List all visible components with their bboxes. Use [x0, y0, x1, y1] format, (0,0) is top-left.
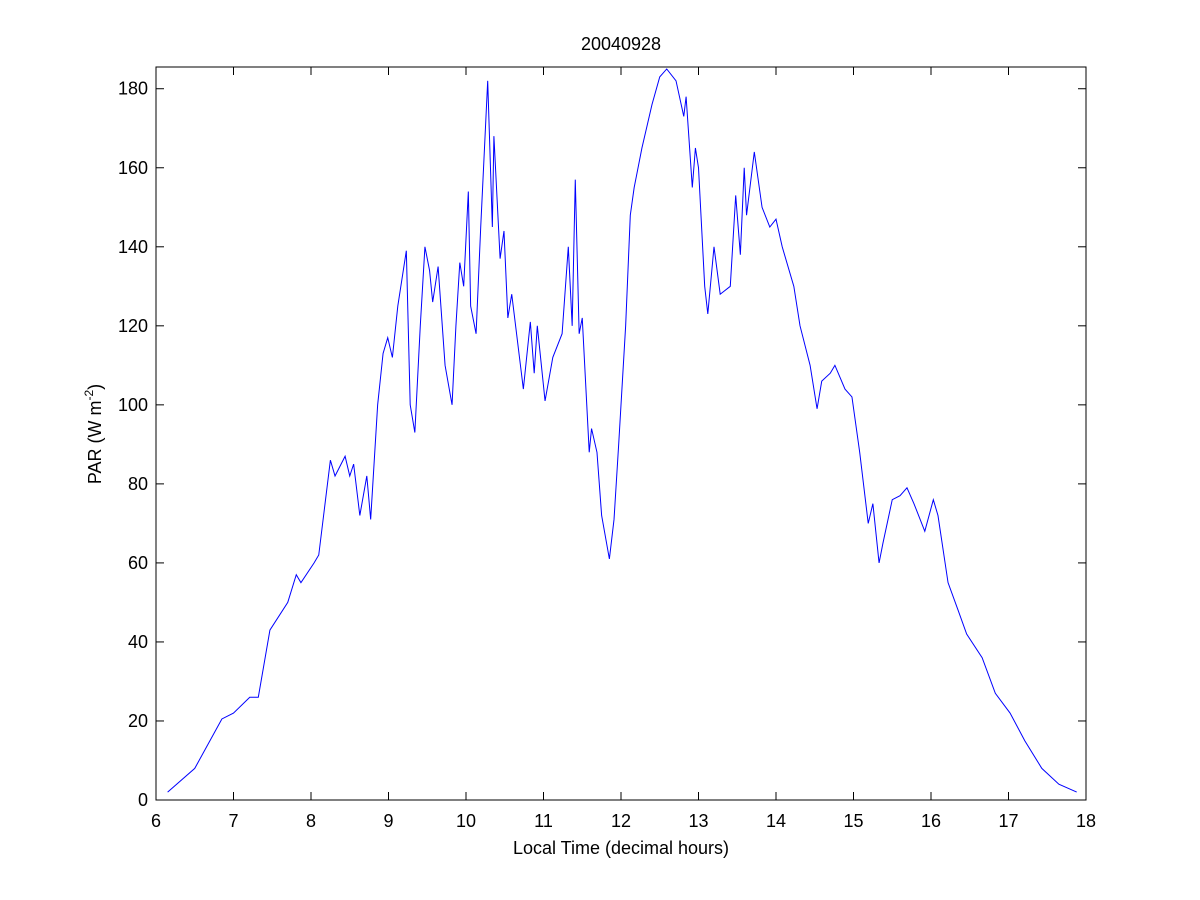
y-tick-label: 0: [138, 790, 148, 810]
chart-title: 20040928: [581, 34, 661, 54]
data-line: [167, 68, 1077, 793]
x-tick-label: 9: [383, 811, 393, 831]
y-axis-label-suffix: ): [85, 384, 105, 390]
x-tick-label: 7: [228, 811, 238, 831]
x-tick-label: 6: [151, 811, 161, 831]
x-tick-label: 18: [1076, 811, 1096, 831]
y-tick-label: 60: [128, 553, 148, 573]
x-tick-label: 17: [998, 811, 1018, 831]
x-tick-label: 11: [534, 811, 553, 831]
x-tick-label: 8: [306, 811, 316, 831]
x-tick-label: 16: [921, 811, 941, 831]
plot-area: [155, 66, 1087, 801]
y-tick-label: 140: [118, 237, 148, 257]
y-axis-label-text: PAR (W m: [85, 401, 105, 485]
y-tick-label: 100: [118, 395, 148, 415]
x-axis-label: Local Time (decimal hours): [513, 838, 729, 858]
y-tick-label: 120: [118, 316, 148, 336]
x-tick-label: 14: [766, 811, 786, 831]
x-tick-label: 12: [611, 811, 631, 831]
x-tick-label: 10: [456, 811, 476, 831]
x-tick-label: 13: [688, 811, 708, 831]
y-tick-label: 40: [128, 632, 148, 652]
y-tick-label: 20: [128, 711, 148, 731]
y-axis-label: PAR (W m-2): [82, 384, 105, 484]
y-axis-label-superscript: -2: [82, 390, 96, 401]
y-tick-label: 160: [118, 158, 148, 178]
x-tick-label: 15: [843, 811, 863, 831]
y-tick-label: 80: [128, 474, 148, 494]
y-tick-label: 180: [118, 79, 148, 99]
